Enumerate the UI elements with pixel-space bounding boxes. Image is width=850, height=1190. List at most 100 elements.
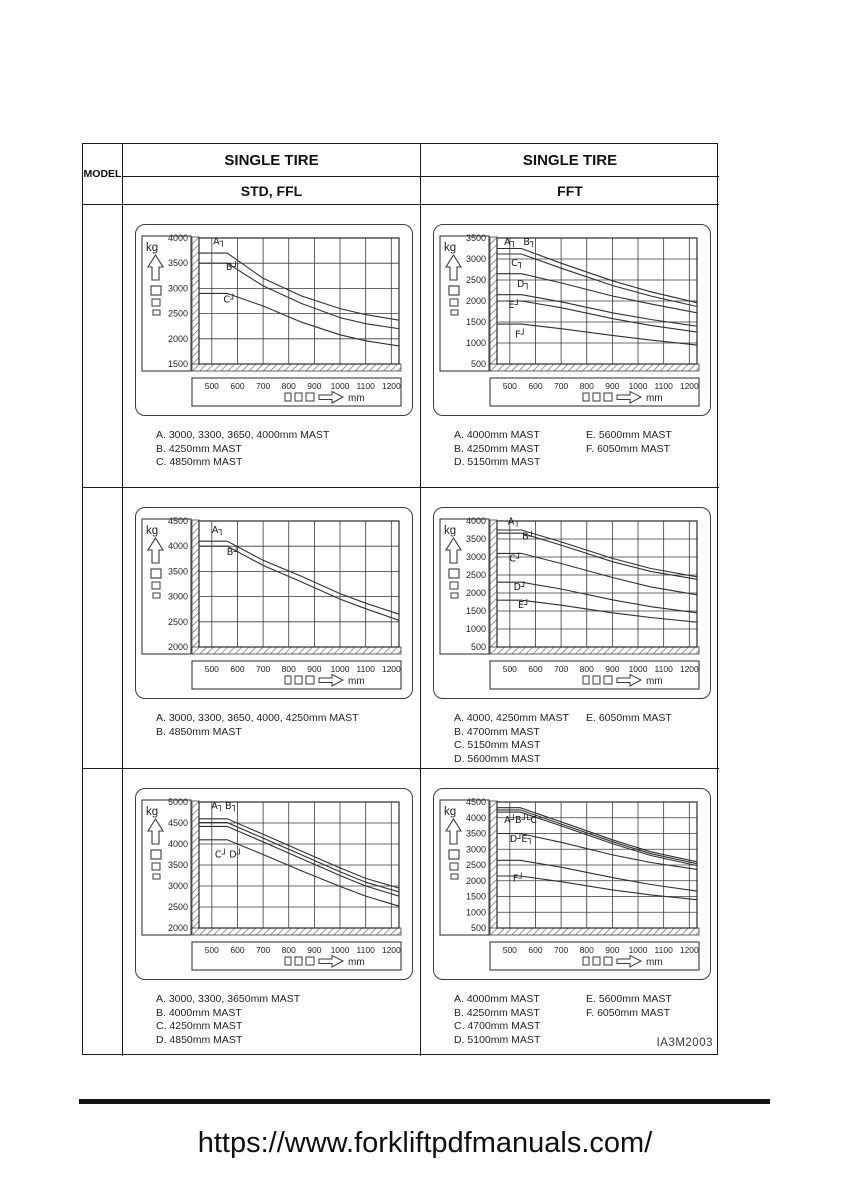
svg-text:2500: 2500	[168, 902, 188, 912]
cell-fft-row-1: kg 500 1000 1500 2000 2500 3000 3500 A┐ B┐ C┐ D┐ E┘ F…	[421, 205, 719, 488]
svg-text:A┐: A┐	[508, 516, 520, 527]
legend-left-column: A. 3000, 3300, 3650, 4000mm MAST B. 4250m…	[156, 429, 329, 470]
svg-text:900: 900	[605, 381, 619, 391]
capacity-chart-card: kg 1500 2000 2500 3000 3500 4000 A┐ B┘ C┘ 500 600 70…	[135, 224, 413, 416]
legend-line: A. 4000, 4250mm MAST	[454, 712, 569, 724]
capacity-chart-svg: kg 1500 2000 2500 3000 3500 4000 A┐ B┘ C┘ 500 600 70…	[141, 233, 402, 407]
mast-legend: A. 3000, 3300, 3650, 4000mm MAST B. 4250m…	[156, 429, 420, 470]
svg-text:2000: 2000	[168, 923, 188, 933]
footer-url: https://www.forkliftpdfmanuals.com/	[0, 1127, 850, 1160]
capacity-chart: kg 500 1000 1500 2000 2500 3000 3500 4000 A┐ B┘ C┘ D…	[437, 509, 707, 698]
legend-line: A. 3000, 3300, 3650mm MAST	[156, 993, 301, 1005]
legend-line: B. 4250mm MAST	[156, 442, 242, 455]
svg-text:3500: 3500	[466, 233, 486, 243]
legend-line: D. 5600mm MAST	[454, 752, 541, 765]
cell-fft-row-2: kg 500 1000 1500 2000 2500 3000 3500 4000 A┐ B┘ C┘ D…	[421, 488, 719, 769]
svg-text:500: 500	[205, 945, 219, 955]
capacity-chart-svg: kg 500 1000 1500 2000 2500 3000 3500 4000 4500 A┘B…	[439, 797, 700, 971]
capacity-chart: kg 1500 2000 2500 3000 3500 4000 A┐ B┘ C┘ 500 600 70…	[139, 226, 409, 415]
header-fft: FFT	[421, 177, 719, 205]
svg-text:600: 600	[528, 381, 542, 391]
svg-text:2000: 2000	[168, 333, 188, 343]
legend-line: C. 4700mm MAST	[454, 1020, 541, 1032]
model-cell-row-3	[83, 769, 123, 1056]
legend-line: B. 4250mm MAST	[454, 1006, 540, 1019]
svg-text:C┘: C┘	[215, 847, 227, 860]
svg-text:D┘: D┘	[514, 580, 527, 593]
legend-line: A. 3000, 3300, 3650, 4000, 4250mm MAST	[156, 712, 359, 724]
cell-std-ffl-row-2: kg 2000 2500 3000 3500 4000 4500 A┐ B┘ 500 600 700 8…	[123, 488, 421, 769]
svg-text:1100: 1100	[357, 664, 376, 674]
mast-legend: A. 4000mm MAST B. 4250mm MAST C. 4700mm MA…	[454, 993, 719, 1047]
svg-text:1100: 1100	[357, 381, 376, 391]
column-subtitle: STD, FFL	[240, 182, 303, 199]
svg-text:1500: 1500	[168, 359, 188, 369]
svg-text:F┘: F┘	[515, 327, 526, 340]
svg-text:1500: 1500	[466, 606, 486, 616]
model-label: MODEL	[83, 168, 122, 180]
svg-text:4000: 4000	[168, 839, 188, 849]
svg-text:E┘: E┘	[518, 598, 530, 611]
svg-text:mm: mm	[348, 393, 365, 404]
legend-line: D. 5100mm MAST	[454, 1033, 541, 1046]
legend-line: D. 4850mm MAST	[156, 1033, 243, 1046]
svg-text:B┘: B┘	[522, 529, 534, 542]
svg-text:2500: 2500	[466, 275, 486, 285]
svg-text:1000: 1000	[466, 907, 486, 917]
svg-text:1200: 1200	[382, 664, 401, 674]
svg-text:4500: 4500	[168, 516, 188, 526]
svg-text:mm: mm	[646, 393, 663, 404]
svg-text:600: 600	[230, 381, 244, 391]
legend-line: C. 5150mm MAST	[454, 739, 541, 751]
svg-text:4500: 4500	[466, 797, 486, 807]
svg-text:1000: 1000	[466, 624, 486, 634]
svg-text:700: 700	[554, 381, 568, 391]
svg-text:3500: 3500	[168, 566, 188, 576]
svg-text:B┘: B┘	[227, 544, 239, 557]
svg-text:500: 500	[205, 381, 219, 391]
svg-text:C┐: C┐	[511, 258, 523, 269]
svg-text:mm: mm	[348, 957, 365, 968]
load-capacity-table: MODEL SINGLE TIRE SINGLE TIRE STD, FFL F…	[82, 143, 719, 1056]
capacity-chart-card: kg 2000 2500 3000 3500 4000 4500 A┐ B┘ 500 600 700 8…	[135, 507, 413, 699]
svg-text:4000: 4000	[168, 233, 188, 243]
svg-text:kg: kg	[444, 806, 456, 818]
svg-text:mm: mm	[348, 676, 365, 687]
legend-line: C. 4250mm MAST	[156, 1020, 243, 1032]
svg-text:2000: 2000	[168, 642, 188, 652]
capacity-chart: kg 2000 2500 3000 3500 4000 4500 5000 A┐ B┐ C┘ D┘ 50…	[139, 790, 409, 979]
svg-text:700: 700	[554, 945, 568, 955]
svg-text:900: 900	[307, 381, 321, 391]
svg-text:800: 800	[580, 664, 594, 674]
svg-text:2000: 2000	[466, 296, 486, 306]
svg-text:700: 700	[256, 945, 270, 955]
column-title: SINGLE TIRE	[522, 151, 618, 169]
svg-text:600: 600	[528, 664, 542, 674]
svg-text:kg: kg	[444, 242, 456, 254]
doc-code: IA3M2003	[656, 1037, 713, 1049]
svg-text:kg: kg	[146, 525, 158, 537]
model-cell-row-1	[83, 205, 123, 488]
cell-std-ffl-row-1: kg 1500 2000 2500 3000 3500 4000 A┐ B┘ C┘ 500 600 70…	[123, 205, 421, 488]
svg-text:C┘: C┘	[509, 551, 521, 564]
legend-line: A. 4000mm MAST	[454, 993, 540, 1005]
legend-left-column: A. 3000, 3300, 3650mm MAST B. 4000mm MAST…	[156, 993, 300, 1047]
capacity-chart: kg 500 1000 1500 2000 2500 3000 3500 4000 4500 A┘ B…	[437, 790, 707, 979]
capacity-chart-svg: kg 500 1000 1500 2000 2500 3000 3500 4000 A┐B┘C┘ D…	[439, 516, 700, 690]
footer-url-link[interactable]: https://www.forkliftpdfmanuals.com/	[197, 1127, 653, 1159]
svg-text:500: 500	[205, 664, 219, 674]
legend-line: E. 5600mm MAST	[586, 429, 672, 441]
svg-text:1000: 1000	[629, 381, 648, 391]
legend-line: F. 6050mm MAST	[586, 1006, 671, 1019]
capacity-chart-svg: kg 500 1000 1500 2000 2500 3000 3500 A┐ B┐C┐ D┐ E┘ F…	[439, 233, 700, 407]
svg-text:500: 500	[471, 359, 486, 369]
svg-text:2500: 2500	[466, 570, 486, 580]
svg-text:A┘: A┘	[504, 813, 516, 826]
svg-text:3000: 3000	[466, 254, 486, 264]
mast-legend: A. 4000, 4250mm MAST B. 4700mm MAST C. 515…	[454, 712, 719, 766]
svg-text:3500: 3500	[168, 860, 188, 870]
svg-text:1100: 1100	[655, 945, 674, 955]
svg-text:B┐: B┐	[523, 237, 535, 248]
svg-text:2500: 2500	[466, 860, 486, 870]
svg-text:3000: 3000	[168, 283, 188, 293]
